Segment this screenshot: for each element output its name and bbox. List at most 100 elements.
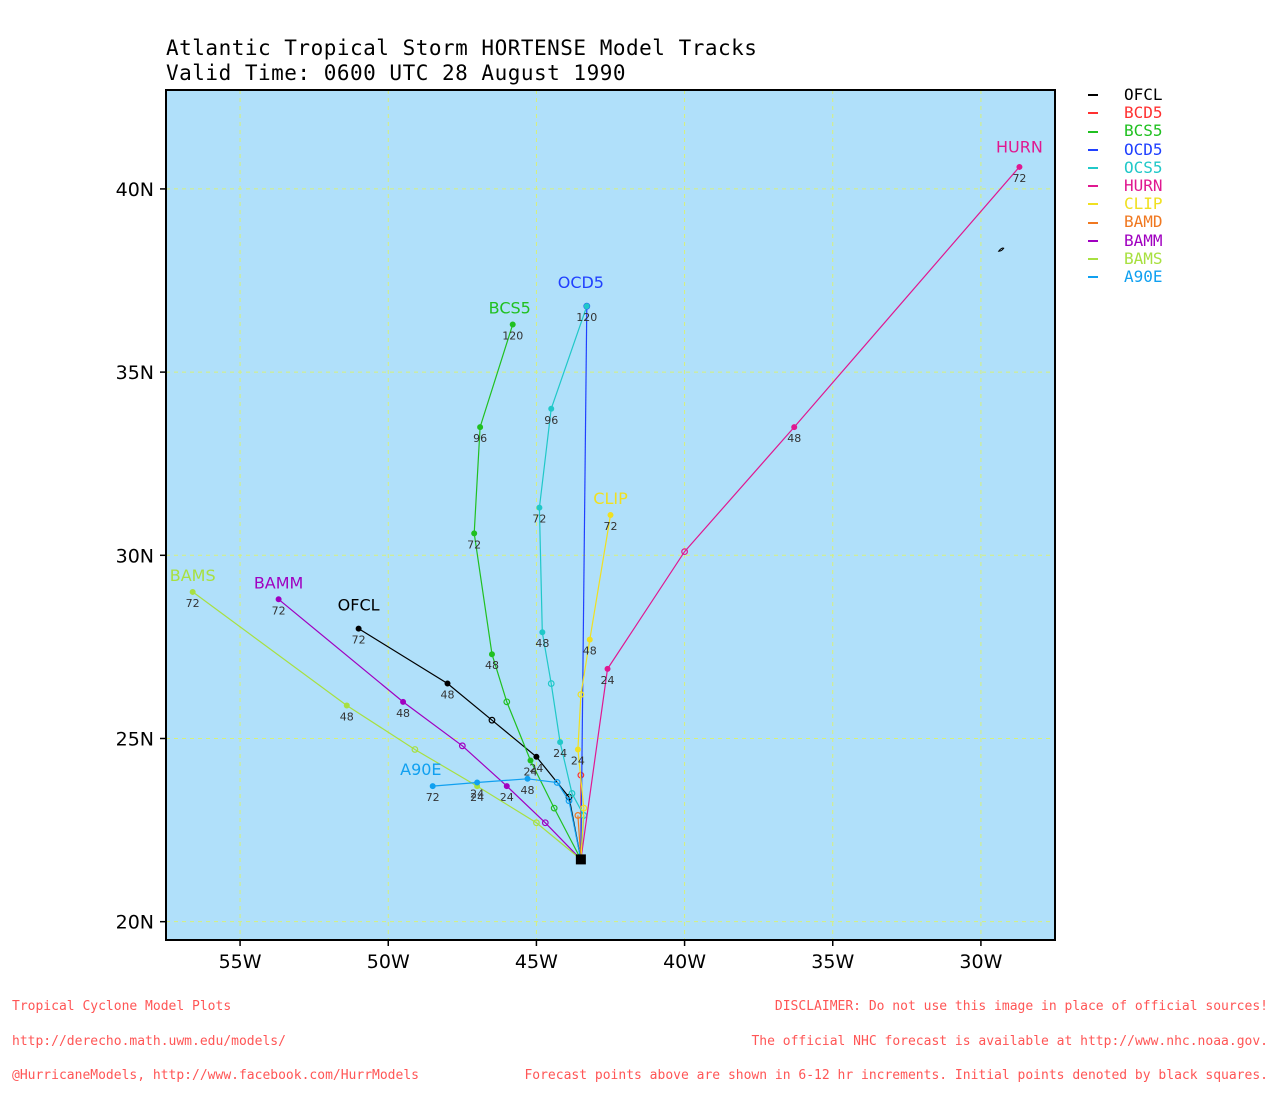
legend-item: BCD5 <box>1088 104 1163 122</box>
legend-swatch <box>1088 257 1098 260</box>
footer-line: Forecast points above are shown in 6-12 … <box>524 1068 1268 1083</box>
legend-swatch <box>1088 203 1098 206</box>
forecast-point <box>1016 163 1023 170</box>
legend-item: CLIP <box>1088 195 1163 213</box>
legend-label: OCD5 <box>1124 139 1163 159</box>
track-name-label: HURN <box>996 137 1043 156</box>
forecast-hour-label: 72 <box>186 597 200 610</box>
forecast-point <box>527 757 534 764</box>
x-tick-label: 55W <box>219 951 262 973</box>
legend-item: BAMD <box>1088 213 1163 231</box>
forecast-hour-label: 72 <box>426 791 440 804</box>
forecast-point <box>539 629 546 636</box>
footer-line: @HurricaneModels, http://www.facebook.co… <box>12 1068 419 1083</box>
y-tick-label: 40N <box>116 179 154 201</box>
forecast-hour-label: 48 <box>583 645 597 658</box>
track-line <box>580 166 1020 860</box>
forecast-point <box>458 742 466 750</box>
track-line <box>538 306 588 860</box>
footer-line: DISCLAIMER: Do not use this image in pla… <box>774 999 1268 1014</box>
legend-swatch <box>1088 94 1098 97</box>
forecast-hour-label: 24 <box>601 674 615 687</box>
forecast-hour-label: 48 <box>340 711 354 724</box>
forecast-hour-label: 24 <box>571 754 585 767</box>
track-name-label: BCS5 <box>489 298 531 317</box>
forecast-point <box>533 819 540 827</box>
track-bams: 24 48 72 BAMS <box>170 566 582 860</box>
forecast-point <box>503 698 511 706</box>
forecast-hour-label: 24 <box>523 765 537 778</box>
forecast-hour-label: 48 <box>535 637 549 650</box>
track-ofcl: 24 48 72 OFCL <box>338 595 582 860</box>
legend-swatch <box>1088 185 1098 188</box>
forecast-hour-label: 72 <box>1012 172 1026 185</box>
track-a90e: 48 24 72 A90E <box>400 760 582 860</box>
track-line <box>278 598 582 860</box>
forecast-hour-label: 72 <box>532 513 546 526</box>
forecast-hour-label: 24 <box>470 787 484 800</box>
legend-label: A90E <box>1124 267 1163 287</box>
track-line <box>577 815 582 860</box>
forecast-point <box>574 812 582 819</box>
forecast-point <box>509 321 516 328</box>
track-line <box>358 628 582 860</box>
chart-subtitle: Valid Time: 0600 UTC 28 August 1990 <box>166 61 627 85</box>
track-hurn: 24 48 72 HURN <box>580 137 1043 860</box>
legend-label: HURN <box>1124 176 1163 196</box>
forecast-point <box>550 804 558 812</box>
forecast-hour-label: 72 <box>272 604 286 617</box>
footer-link[interactable]: http://derecho.math.uwm.edu/models/ <box>12 1033 286 1049</box>
track-bamm: 24 48 72 BAMM <box>254 573 582 860</box>
footer-line: The official NHC forecast is available a… <box>751 1033 1268 1049</box>
legend: OFCL BCD5 BCS5 OCD5 OCS5 HURN CLIP BAMD … <box>1088 85 1163 287</box>
track-bamd <box>574 812 582 860</box>
forecast-point <box>541 819 549 827</box>
legend-label: BAMM <box>1124 230 1163 250</box>
forecast-point <box>536 504 543 511</box>
forecast-point <box>411 746 419 753</box>
track-name-label: BAMM <box>254 573 304 592</box>
track-line <box>192 591 582 860</box>
track-map: 55W 50W 45W 40W 35W 30W 20N 25N 30N 35N 40N 24 48 72 O… <box>116 89 1056 973</box>
legend-label: BCD5 <box>1124 103 1163 123</box>
plot-frame <box>165 89 1056 941</box>
x-tick-label: 50W <box>367 951 410 973</box>
forecast-hour-label: 48 <box>441 689 455 702</box>
forecast-point <box>565 797 573 805</box>
forecast-point <box>568 790 576 797</box>
y-tick-label: 35N <box>116 362 154 384</box>
forecast-point <box>444 680 451 687</box>
track-name-label: CLIP <box>593 489 628 508</box>
footer-credits: Tropical Cyclone Model Plots http://dere… <box>12 978 419 1093</box>
legend-swatch <box>1088 221 1098 224</box>
forecast-point <box>553 779 561 786</box>
forecast-point <box>400 698 407 705</box>
forecast-point <box>574 746 581 753</box>
legend-label: BAMD <box>1124 212 1163 232</box>
legend-swatch <box>1088 166 1098 169</box>
legend-label: OFCL <box>1124 85 1163 104</box>
forecast-point <box>488 716 496 724</box>
forecast-point <box>577 691 585 698</box>
legend-item: BAMM <box>1088 230 1163 250</box>
forecast-point <box>275 596 282 603</box>
x-tick-label: 35W <box>811 951 854 973</box>
forecast-point <box>343 702 350 709</box>
legend-label: BCS5 <box>1124 121 1163 141</box>
legend-label: OCS5 <box>1124 157 1163 177</box>
track-name-label: BAMS <box>170 566 216 585</box>
forecast-hour-label: 48 <box>396 707 410 720</box>
forecast-hour-label: 72 <box>604 520 618 533</box>
forecast-point <box>557 739 564 746</box>
track-name-label: A90E <box>400 760 441 779</box>
forecast-hour-label: 72 <box>352 634 366 647</box>
legend-item: BCS5 <box>1088 122 1163 140</box>
track-line <box>432 778 582 860</box>
forecast-point <box>548 405 555 412</box>
track-line <box>473 324 582 860</box>
forecast-hour-label: 24 <box>553 747 567 760</box>
track-bcs5: 24 48 72 96 120 BCS5 <box>467 298 582 860</box>
forecast-point <box>503 783 510 790</box>
legend-swatch <box>1088 239 1098 242</box>
track-name-label: OCD5 <box>558 273 604 292</box>
